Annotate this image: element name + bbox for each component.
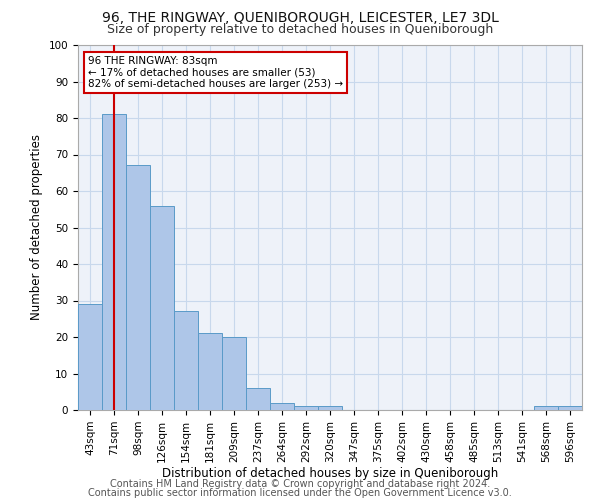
Bar <box>558 406 582 410</box>
Bar <box>534 406 558 410</box>
Bar <box>318 406 342 410</box>
Text: Contains HM Land Registry data © Crown copyright and database right 2024.: Contains HM Land Registry data © Crown c… <box>110 479 490 489</box>
Bar <box>222 337 246 410</box>
Bar <box>270 402 294 410</box>
Bar <box>126 166 150 410</box>
X-axis label: Distribution of detached houses by size in Queniborough: Distribution of detached houses by size … <box>162 468 498 480</box>
Bar <box>246 388 270 410</box>
Bar <box>78 304 102 410</box>
Y-axis label: Number of detached properties: Number of detached properties <box>30 134 43 320</box>
Text: Size of property relative to detached houses in Queniborough: Size of property relative to detached ho… <box>107 22 493 36</box>
Text: 96 THE RINGWAY: 83sqm
← 17% of detached houses are smaller (53)
82% of semi-deta: 96 THE RINGWAY: 83sqm ← 17% of detached … <box>88 56 343 89</box>
Bar <box>174 312 198 410</box>
Bar <box>198 334 222 410</box>
Bar <box>150 206 174 410</box>
Text: 96, THE RINGWAY, QUENIBOROUGH, LEICESTER, LE7 3DL: 96, THE RINGWAY, QUENIBOROUGH, LEICESTER… <box>101 11 499 25</box>
Bar <box>102 114 126 410</box>
Bar <box>294 406 318 410</box>
Text: Contains public sector information licensed under the Open Government Licence v3: Contains public sector information licen… <box>88 488 512 498</box>
